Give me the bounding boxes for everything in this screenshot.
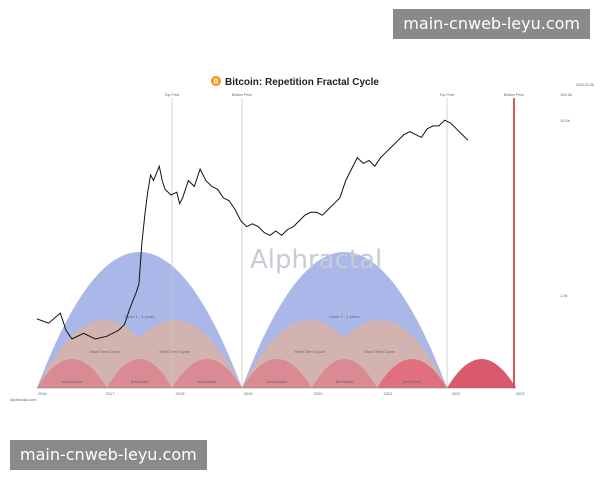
x-tick-3: 2018 <box>176 391 186 396</box>
x-axis-ticks: 2016 2017 2018 2019 2020 2021 2022 2023 <box>38 391 526 396</box>
x-tick-2: 2017 <box>106 391 116 396</box>
cycle-label-1: Cycle 1 - 4 years <box>124 314 154 319</box>
marker-label-1: Top Price <box>165 93 180 97</box>
x-tick-4: 2019 <box>244 391 254 396</box>
phase-label-2: Bull Market <box>131 380 149 384</box>
source-label: Alphractal.com <box>10 397 37 402</box>
y-tick-1: 100.0k <box>560 92 572 97</box>
phase-label-3: Bear Market <box>197 380 216 384</box>
y-tick-3: 1.0k <box>560 293 568 298</box>
phase-label-6: Bear Market <box>402 380 421 384</box>
bitcoin-glyph: B <box>213 79 218 86</box>
x-tick-8: 2023 <box>516 391 526 396</box>
y-axis-ticks: 100.0k 10.0k 1.0k <box>560 92 572 298</box>
short-term-label-3: Short Term Cycle <box>294 349 325 354</box>
y-tick-2: 10.0k <box>560 118 570 123</box>
x-tick-6: 2021 <box>384 391 394 396</box>
date-label: 2024-02-08 <box>576 83 594 87</box>
x-tick-1: 2016 <box>38 391 48 396</box>
phase-arch-3 <box>172 359 242 388</box>
phase-arch-6 <box>377 359 447 388</box>
phase-arch-1 <box>37 359 107 388</box>
x-tick-7: 2022 <box>452 391 462 396</box>
cycle-label-2: Cycle 2 - 4 years <box>329 314 359 319</box>
phase-label-4: Accumulation <box>266 380 287 384</box>
phase-arch-4 <box>242 359 312 388</box>
phase-label-5: Bull Market <box>336 380 354 384</box>
phase-label-1: Accumulation <box>61 380 82 384</box>
marker-label-4: Bottom Price <box>504 93 524 97</box>
chart-title: B Bitcoin: Repetition Fractal Cycle <box>211 76 379 88</box>
price-line <box>36 119 469 340</box>
cycle-arches: Cycle 1 - 4 years Cycle 2 - 4 years Short … <box>37 252 516 388</box>
brand-watermark: Alphractal <box>250 245 382 275</box>
short-term-label-2: Short Term Cycle <box>159 349 190 354</box>
short-term-label-1: Short Term Cycle <box>89 349 120 354</box>
watermark-bottom: main-cnweb-leyu.com <box>10 440 207 470</box>
title-text: Bitcoin: Repetition Fractal Cycle <box>225 77 379 88</box>
watermark-top: main-cnweb-leyu.com <box>393 9 590 39</box>
top-bottom-markers: Top Price Bottom Price Top Price Bottom Pri… <box>165 93 524 388</box>
bitcoin-icon <box>211 76 221 86</box>
short-term-label-4: Short Term Cycle <box>364 349 395 354</box>
phase-arch-5 <box>312 359 377 388</box>
marker-label-2: Bottom Price <box>232 93 252 97</box>
fractal-cycle-chart: B Bitcoin: Repetition Fractal Cycle 2024… <box>10 76 594 402</box>
x-tick-5: 2020 <box>314 391 324 396</box>
phase-arch-2 <box>107 359 172 388</box>
marker-label-3: Top Price <box>440 93 455 97</box>
phase-arch-next <box>447 359 516 388</box>
